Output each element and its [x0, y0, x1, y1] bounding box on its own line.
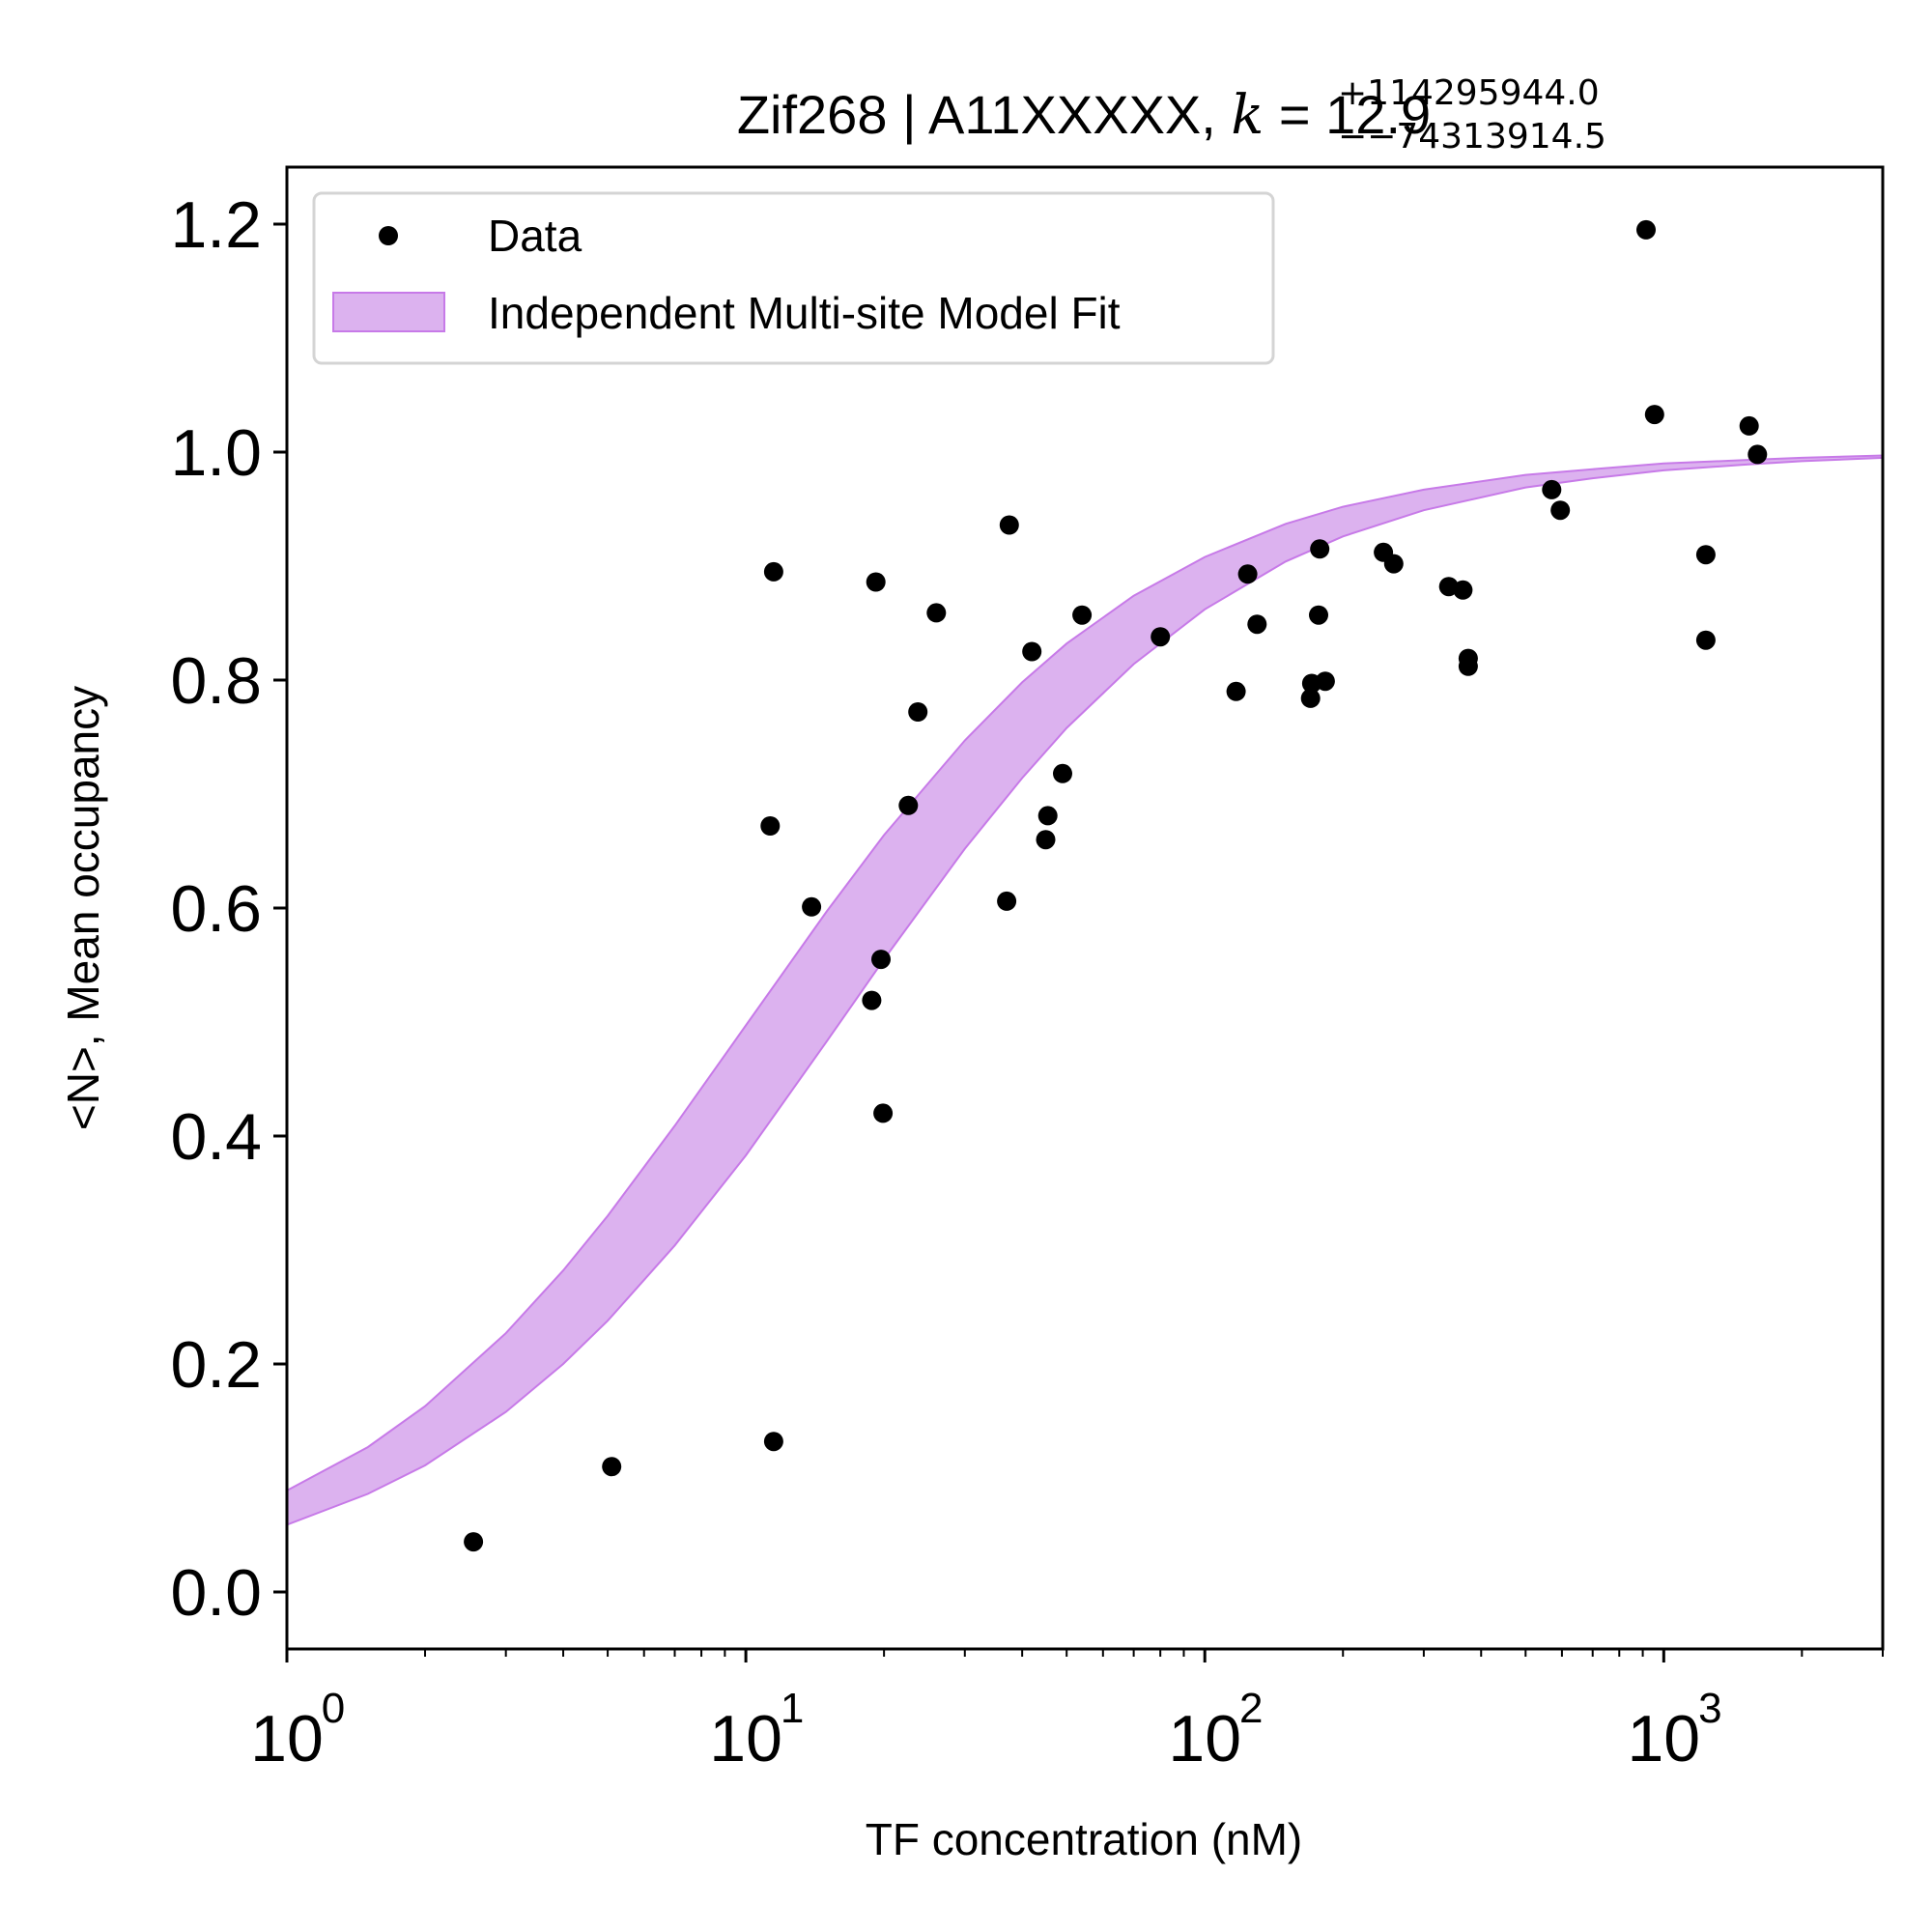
- data-point: [464, 1532, 484, 1552]
- y-tick-label: 1.0: [170, 416, 262, 490]
- data-point: [1247, 614, 1267, 635]
- data-point: [1458, 656, 1478, 676]
- title-subscript: −−74313914.5: [1338, 117, 1606, 156]
- data-point: [1550, 500, 1571, 521]
- data-point: [898, 795, 919, 815]
- data-point: [1309, 605, 1328, 625]
- title-superscript: +114295944.0: [1338, 73, 1600, 113]
- data-point: [1300, 688, 1321, 708]
- y-tick-label: 0.4: [170, 1100, 262, 1174]
- data-point: [908, 702, 928, 722]
- data-point: [1237, 564, 1258, 584]
- x-tick-exponent: 1: [781, 1685, 804, 1732]
- title-k-value: = 12.9: [1264, 84, 1431, 145]
- y-tick-label: 0.8: [170, 644, 262, 718]
- data-point: [873, 1103, 894, 1123]
- data-point: [1695, 630, 1716, 650]
- x-tick-label: 10: [1627, 1702, 1700, 1776]
- data-point: [1037, 806, 1058, 826]
- data-point: [1636, 219, 1656, 240]
- plot-frame: [285, 165, 1885, 1651]
- data-point: [763, 1432, 783, 1452]
- data-point: [1453, 580, 1473, 600]
- x-axis-label: TF concentration (nM): [866, 1814, 1302, 1864]
- data-point: [871, 950, 891, 970]
- data-point: [763, 561, 783, 582]
- x-tick-exponent: 3: [1698, 1685, 1721, 1732]
- data-points-layer: [464, 219, 1768, 1552]
- data-point: [1036, 830, 1056, 850]
- y-tick-label: 1.2: [170, 188, 262, 262]
- data-point: [602, 1457, 622, 1477]
- y-tick-label: 0.0: [170, 1556, 262, 1630]
- data-point: [760, 816, 781, 836]
- x-tick-label: 10: [1168, 1702, 1241, 1776]
- data-point: [1053, 763, 1072, 783]
- data-point: [1315, 671, 1335, 692]
- data-point: [1151, 627, 1171, 647]
- legend-band-swatch: [332, 292, 445, 332]
- data-point: [866, 572, 886, 592]
- x-tick-exponent: 2: [1239, 1685, 1263, 1732]
- data-point: [997, 891, 1017, 911]
- x-tick-exponent: 0: [322, 1685, 345, 1732]
- data-point: [1310, 539, 1330, 559]
- data-point: [1695, 545, 1716, 565]
- data-point: [1747, 444, 1768, 465]
- legend-data-marker: [379, 226, 398, 245]
- title-k-symbol: k: [1231, 84, 1264, 147]
- data-point: [1072, 605, 1093, 625]
- legend: Data Independent Multi-site Model Fit: [312, 191, 1275, 365]
- x-tick-label: 10: [709, 1702, 782, 1776]
- y-axis-label: <N>, Mean occupancy: [58, 686, 108, 1130]
- y-tick-label: 0.6: [170, 872, 262, 946]
- data-point: [1022, 641, 1042, 662]
- legend-box: [312, 191, 1275, 365]
- data-point: [999, 515, 1019, 535]
- y-tick-label: 0.2: [170, 1328, 262, 1402]
- title-main: Zif268 | A11XXXXX,: [737, 84, 1232, 145]
- data-point: [802, 896, 822, 917]
- data-point: [1739, 415, 1759, 436]
- legend-label-model-fit: Independent Multi-site Model Fit: [488, 288, 1121, 338]
- data-point: [926, 603, 947, 623]
- data-point: [1644, 405, 1664, 425]
- data-point: [1542, 479, 1562, 499]
- data-point: [1383, 554, 1404, 574]
- legend-label-data: Data: [488, 211, 582, 261]
- data-point: [862, 990, 882, 1010]
- chart-title: Zif268 | A11XXXXX, k = 12.9: [737, 84, 1431, 147]
- x-tick-label: 10: [250, 1702, 324, 1776]
- data-point: [1226, 681, 1246, 701]
